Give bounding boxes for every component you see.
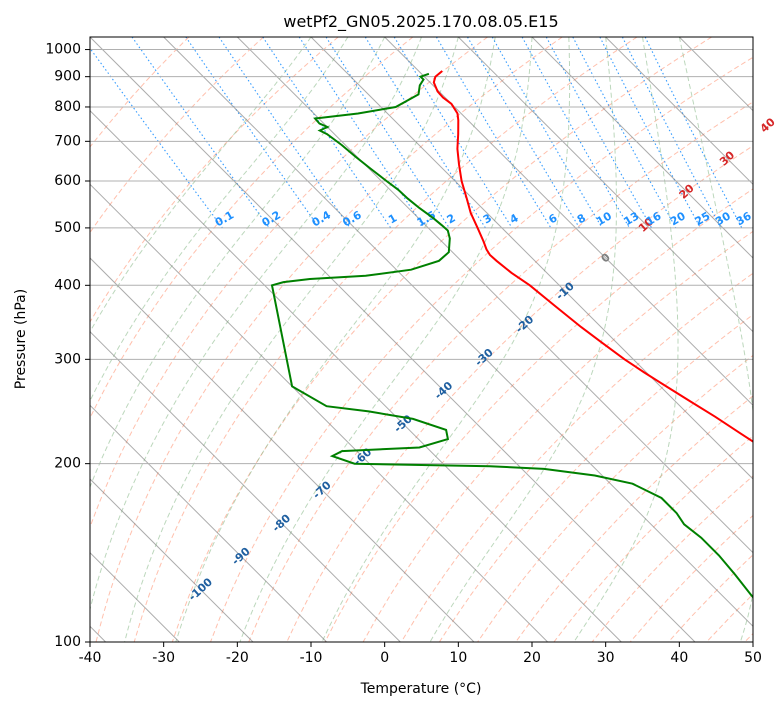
- dry-adiabat-line: [90, 37, 488, 529]
- mixing-ratio-line: [185, 37, 320, 229]
- mixing-ratio-line: [621, 37, 722, 229]
- moist-adiabat-line: [90, 37, 349, 402]
- moist-adiabat-line: [90, 37, 312, 333]
- mixing-ratio-line: [262, 37, 392, 229]
- dry-adiabat-line: [133, 37, 638, 642]
- dry-adiabat-line: [248, 101, 753, 642]
- moist-adiabat-line: [175, 37, 496, 642]
- dry-adiabat-line: [90, 37, 414, 420]
- mixing-ratio-labels: 0.1 0.2 0.4 0.6 1 1.5 2 3 4 6 8 10 13 16 20 25 30 36: [213, 208, 754, 229]
- mixing-ratio-label: 36: [734, 209, 754, 228]
- x-tick-label: 50: [744, 650, 762, 666]
- y-tick-label: 900: [54, 69, 81, 85]
- y-tick-label: 1000: [45, 42, 81, 58]
- mixing-ratio-line: [325, 37, 450, 229]
- isotherm-line: [90, 109, 622, 642]
- moist-adiabat-line: [678, 37, 753, 642]
- mixing-ratio-label: 30: [713, 209, 733, 228]
- mixing-ratio-line: [467, 37, 580, 229]
- isotherm-line: [531, 37, 753, 259]
- dry-adiabat-line: [591, 475, 753, 642]
- y-tick-label: 400: [54, 277, 81, 293]
- plot-frame: [89, 36, 754, 643]
- y-tick-label: 200: [54, 456, 81, 472]
- dry-adiabat-line: [90, 37, 264, 234]
- y-tick-label: 800: [54, 99, 81, 115]
- mixing-ratio-line: [545, 37, 653, 229]
- isotherm-line: [457, 37, 753, 333]
- dry-adiabat-line: [95, 37, 563, 642]
- x-axis-label: Temperature (°C): [360, 681, 482, 697]
- isotherm-label: 40: [758, 115, 775, 135]
- moist-adiabat-line: [321, 37, 571, 642]
- y-tick-label: 100: [54, 634, 81, 650]
- y-tick-label: 500: [54, 220, 81, 236]
- x-tick-label: -20: [226, 650, 249, 666]
- mixing-ratio-label: 4: [507, 211, 520, 226]
- mixing-ratio-line: [435, 37, 552, 229]
- x-tick-label: 20: [523, 650, 541, 666]
- isotherm-line: [90, 183, 549, 642]
- x-tick-label: -40: [79, 650, 102, 666]
- mixing-ratio-label: 2: [445, 211, 458, 226]
- isotherm-line: [90, 257, 475, 642]
- moist-adiabat-line: [90, 37, 422, 612]
- isotherm-line: [163, 37, 753, 628]
- mixing-ratio-label: 6: [546, 211, 559, 226]
- mixing-ratio-line: [521, 37, 630, 229]
- isotherm-line: [90, 478, 254, 642]
- moist-adiabat-line: [573, 37, 679, 642]
- temperature-profile-line: [432, 70, 753, 443]
- x-tick-label: 10: [449, 650, 467, 666]
- x-tick-label: 40: [670, 650, 688, 666]
- moist-adiabat-line: [429, 37, 617, 642]
- mixing-ratio-line: [644, 37, 743, 229]
- moist-adiabat-line: [239, 37, 533, 642]
- dry-adiabat-line: [90, 37, 190, 148]
- background-lines: [90, 37, 753, 642]
- mixing-ratio-line: [393, 37, 513, 229]
- mixing-ratio-label: 25: [693, 209, 713, 228]
- isotherm-line: [90, 404, 328, 642]
- isotherm-line: [605, 37, 753, 186]
- isotherm-line: [384, 37, 753, 407]
- mixing-ratio-label: 0.6: [340, 208, 364, 229]
- dry-adiabat-line: [515, 395, 753, 642]
- moist-adiabat-line: [124, 37, 459, 642]
- dry-adiabat-line: [171, 37, 712, 642]
- mixing-ratio-line: [218, 37, 351, 229]
- isotherm-line: [90, 330, 401, 642]
- x-tick-label: -30: [152, 650, 175, 666]
- x-tick-label: 30: [597, 650, 615, 666]
- profile-lines: [270, 70, 753, 599]
- dry-adiabat-line: [400, 272, 753, 642]
- dry-adiabat-line: [324, 188, 753, 642]
- isotherm-line: [90, 37, 696, 642]
- isotherm-line: [310, 37, 753, 480]
- y-axis-label: Pressure (hPa): [13, 289, 29, 389]
- y-tick-label: 300: [54, 351, 81, 367]
- mixing-ratio-label: 0.4: [310, 208, 334, 229]
- mixing-ratio-line: [298, 37, 425, 229]
- mixing-ratio-line: [90, 47, 223, 229]
- x-axis-ticks: -40 -30 -20 -10 0 10 20 30 40 50: [79, 642, 762, 666]
- dry-adiabat-line: [438, 313, 753, 642]
- moist-adiabat-line: [90, 37, 386, 489]
- isotherm-line: [236, 37, 753, 554]
- mixing-ratio-line: [572, 37, 677, 229]
- chart-title: wetPf2_GN05.2025.170.08.05.E15: [283, 12, 558, 32]
- mixing-ratio-label: 20: [668, 209, 688, 228]
- mixing-ratio-line: [131, 37, 270, 229]
- mixing-ratio-label: 0.1: [213, 208, 236, 229]
- dry-adiabat-line: [90, 37, 339, 323]
- x-tick-label: -10: [300, 650, 323, 666]
- y-tick-label: 700: [54, 133, 81, 149]
- dry-adiabat-line: [210, 56, 753, 642]
- y-axis-ticks: 100 200 300 400 500 600 700 800 900 1000: [45, 42, 90, 650]
- y-tick-label: 600: [54, 173, 81, 189]
- dewpoint-profile-line: [270, 72, 753, 599]
- x-tick-label: 0: [380, 650, 389, 666]
